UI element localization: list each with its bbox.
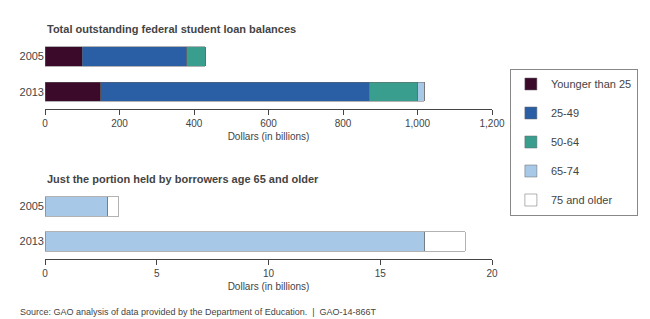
svg-text:Just the portion held by borro: Just the portion held by borrowers age 6… <box>47 173 319 185</box>
svg-text:2013: 2013 <box>20 86 44 98</box>
svg-text:20: 20 <box>486 268 498 279</box>
svg-text:2013: 2013 <box>20 235 44 247</box>
svg-text:15: 15 <box>375 268 387 279</box>
svg-text:50-64: 50-64 <box>551 136 579 148</box>
svg-text:10: 10 <box>263 268 275 279</box>
svg-text:1,000: 1,000 <box>405 118 430 129</box>
svg-text:Total outstanding federal stud: Total outstanding federal student loan b… <box>47 23 296 35</box>
svg-text:600: 600 <box>260 118 277 129</box>
svg-text:0: 0 <box>42 268 48 279</box>
svg-text:1,200: 1,200 <box>479 118 504 129</box>
svg-text:800: 800 <box>335 118 352 129</box>
svg-text:25-49: 25-49 <box>551 107 579 119</box>
svg-text:Source: GAO analysis of data p: Source: GAO analysis of data provided by… <box>20 307 377 317</box>
svg-text:5: 5 <box>154 268 160 279</box>
svg-text:Younger than 25: Younger than 25 <box>551 78 631 90</box>
svg-text:2005: 2005 <box>20 50 44 62</box>
svg-text:Dollars (in billions): Dollars (in billions) <box>228 131 310 142</box>
svg-text:75 and older: 75 and older <box>551 194 612 206</box>
svg-text:400: 400 <box>186 118 203 129</box>
svg-text:200: 200 <box>111 118 128 129</box>
svg-text:65-74: 65-74 <box>551 165 579 177</box>
svg-text:0: 0 <box>42 118 48 129</box>
svg-text:Dollars (in billions): Dollars (in billions) <box>228 281 310 292</box>
svg-text:2005: 2005 <box>20 200 44 212</box>
